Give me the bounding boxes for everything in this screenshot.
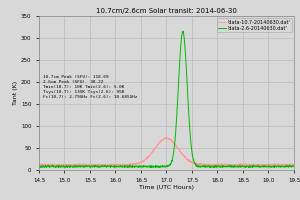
'data-2.6-20140630.dat' <box>161 166 165 168</box>
'data-10.7-20140630.dat' <box>164 137 167 139</box>
'data-10.7-20140630.dat' <box>50 163 54 166</box>
'data-2.6-20140630.dat' <box>50 165 54 168</box>
'data-10.7-20140630.dat' <box>86 165 90 167</box>
'data-2.6-20140630.dat' <box>285 165 289 168</box>
'data-2.6-20140630.dat' <box>292 165 296 167</box>
'data-10.7-20140630.dat' <box>154 145 158 147</box>
Text: 10.7cm Peak (SFU): 118.69
2.6cm Peak (SFU)  38.22
Tmin(10.7): 10K Tmin(2.6): 5.0: 10.7cm Peak (SFU): 118.69 2.6cm Peak (SF… <box>43 75 137 99</box>
'data-2.6-20140630.dat' <box>37 165 41 168</box>
X-axis label: Time (UTC Hours): Time (UTC Hours) <box>139 185 194 190</box>
Line: 'data-2.6-20140630.dat': 'data-2.6-20140630.dat' <box>39 31 294 168</box>
'data-10.7-20140630.dat' <box>292 164 296 166</box>
'data-10.7-20140630.dat' <box>238 163 242 166</box>
'data-2.6-20140630.dat' <box>247 167 251 169</box>
'data-10.7-20140630.dat' <box>37 163 41 165</box>
Y-axis label: Tant (K): Tant (K) <box>13 81 18 105</box>
Legend: 'data-10.7-20140630.dat', 'data-2.6-20140630.dat': 'data-10.7-20140630.dat', 'data-2.6-2014… <box>217 18 292 32</box>
Line: 'data-10.7-20140630.dat': 'data-10.7-20140630.dat' <box>39 138 294 166</box>
Title: 10.7cm/2.6cm Solar transit: 2014-06-30: 10.7cm/2.6cm Solar transit: 2014-06-30 <box>96 8 237 14</box>
'data-10.7-20140630.dat' <box>161 139 165 141</box>
'data-10.7-20140630.dat' <box>285 163 289 166</box>
'data-2.6-20140630.dat' <box>154 165 158 168</box>
'data-2.6-20140630.dat' <box>238 165 242 168</box>
'data-2.6-20140630.dat' <box>181 30 185 32</box>
'data-10.7-20140630.dat' <box>285 164 289 166</box>
'data-2.6-20140630.dat' <box>285 165 289 167</box>
